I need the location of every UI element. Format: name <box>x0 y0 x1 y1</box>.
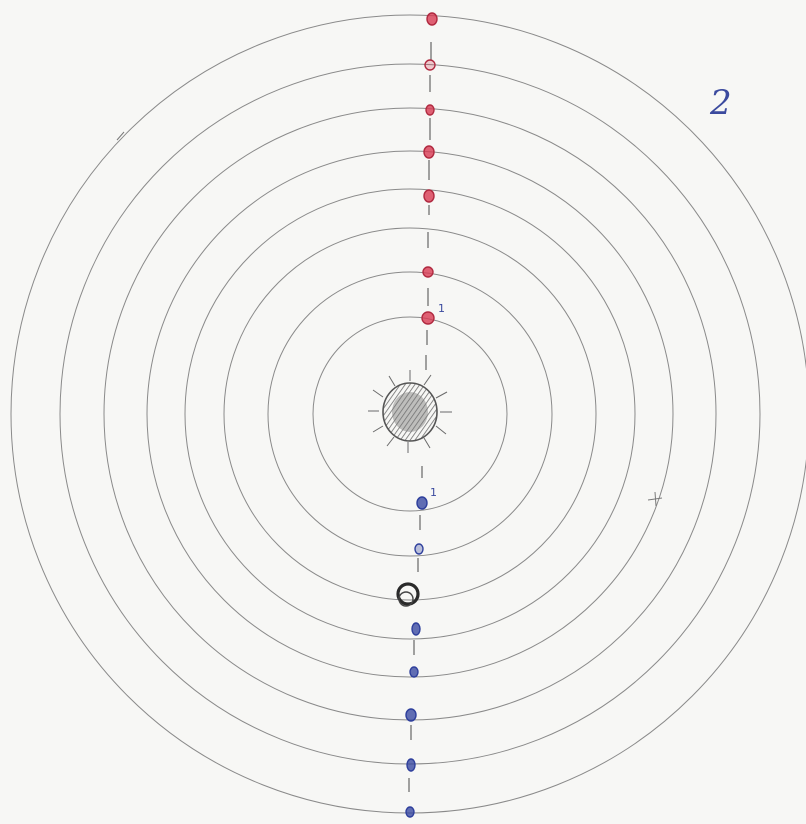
sun-ray <box>435 391 448 399</box>
orbit-3 <box>223 227 597 601</box>
dashed-guide <box>408 42 432 792</box>
blue-marker-orbit-5 <box>409 666 419 678</box>
red-marker-orbit-6 <box>425 104 435 116</box>
red-marker-orbit-4 <box>423 189 435 203</box>
tick-mark-left <box>116 131 125 141</box>
sun-ray <box>435 425 447 435</box>
blue-innermost-label: 1 <box>430 486 437 499</box>
blue-marker-orbit-7 <box>406 758 416 772</box>
sun-body <box>382 382 438 442</box>
blue-marker-orbit-8 <box>405 806 415 818</box>
red-marker-orbit-5 <box>423 145 435 159</box>
blue-marker-orbit-2 <box>414 543 424 555</box>
red-marker-orbit-7 <box>424 59 436 71</box>
sun-ray <box>386 436 395 447</box>
sun-ray <box>372 389 384 398</box>
orbit-1 <box>312 316 508 512</box>
red-marker-orbit-1 <box>421 311 435 325</box>
sun-rays <box>368 370 452 453</box>
black-marker-ring-inner <box>398 591 414 607</box>
sun-ray <box>423 437 431 449</box>
orbit-4 <box>184 188 636 640</box>
blue-marker-orbit-4 <box>411 622 421 636</box>
red-marker-orbit-8 <box>426 12 438 26</box>
blue-marker-orbit-6 <box>405 708 417 722</box>
orbit-5 <box>146 150 674 678</box>
tick-mark-right-cross <box>654 491 657 507</box>
sun-ray <box>423 374 432 386</box>
red-marker-orbit-3 <box>422 266 434 278</box>
blue-marker-orbit-1 <box>416 496 428 510</box>
pencil-ticks <box>116 131 663 507</box>
page-number: 2 <box>710 83 732 123</box>
blue-markers <box>405 496 428 818</box>
red-markers <box>421 12 438 325</box>
black-marker-ring <box>396 582 420 606</box>
orbit-2 <box>267 271 553 557</box>
sun-ray <box>372 425 384 433</box>
sun-ray <box>388 375 396 387</box>
sun <box>368 370 452 453</box>
sun-core <box>392 392 428 432</box>
red-innermost-label: 1 <box>438 302 445 315</box>
black-marker <box>396 582 420 607</box>
